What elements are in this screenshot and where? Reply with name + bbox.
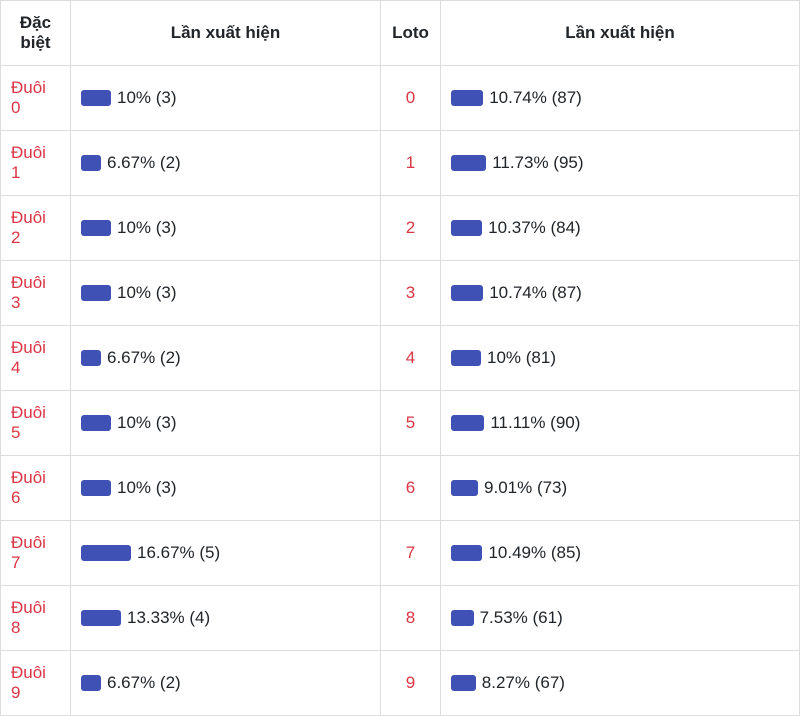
percent-count-1: 13.33% (4) [127, 608, 210, 628]
bar-icon [451, 480, 478, 496]
dac-biet-cell: Đuôi 5 [1, 391, 71, 456]
table-row: Đuôi 0 10% (3) 0 10.74% (87) [1, 66, 800, 131]
table-row: Đuôi 1 6.67% (2) 1 11.73% (95) [1, 131, 800, 196]
table-row: Đuôi 7 16.67% (5) 7 10.49% (85) [1, 521, 800, 586]
bar-icon [81, 350, 101, 366]
table-row: Đuôi 4 6.67% (2) 4 10% (81) [1, 326, 800, 391]
percent-count-1: 6.67% (2) [107, 153, 181, 173]
header-dac-biet: Đặc biệt [1, 1, 71, 66]
table-row: Đuôi 3 10% (3) 3 10.74% (87) [1, 261, 800, 326]
percent-count-2: 10% (81) [487, 348, 556, 368]
loto-cell: 9 [381, 651, 441, 716]
lan-xuat-hien-1-cell: 10% (3) [71, 456, 381, 521]
bar-icon [81, 285, 111, 301]
bar-icon [451, 90, 483, 106]
percent-count-1: 6.67% (2) [107, 673, 181, 693]
table-row: Đuôi 6 10% (3) 6 9.01% (73) [1, 456, 800, 521]
bar-icon [451, 610, 474, 626]
lan-xuat-hien-1-cell: 6.67% (2) [71, 326, 381, 391]
percent-count-1: 10% (3) [117, 478, 177, 498]
lan-xuat-hien-2-cell: 11.11% (90) [441, 391, 800, 456]
percent-count-2: 11.11% (90) [490, 413, 580, 433]
percent-count-2: 8.27% (67) [482, 673, 565, 693]
header-lan-xuat-hien-1: Lần xuất hiện [71, 1, 381, 66]
lan-xuat-hien-1-cell: 6.67% (2) [71, 651, 381, 716]
lan-xuat-hien-2-cell: 10.74% (87) [441, 261, 800, 326]
table-row: Đuôi 2 10% (3) 2 10.37% (84) [1, 196, 800, 261]
header-lan-xuat-hien-2: Lần xuất hiện [441, 1, 800, 66]
lan-xuat-hien-2-cell: 10.49% (85) [441, 521, 800, 586]
lan-xuat-hien-2-cell: 8.27% (67) [441, 651, 800, 716]
percent-count-1: 16.67% (5) [137, 543, 220, 563]
bar-icon [81, 155, 101, 171]
loto-cell: 6 [381, 456, 441, 521]
lan-xuat-hien-1-cell: 10% (3) [71, 66, 381, 131]
percent-count-2: 7.53% (61) [480, 608, 563, 628]
lan-xuat-hien-2-cell: 10.74% (87) [441, 66, 800, 131]
bar-icon [451, 675, 476, 691]
table-row: Đuôi 8 13.33% (4) 8 7.53% (61) [1, 586, 800, 651]
bar-icon [81, 220, 111, 236]
percent-count-1: 10% (3) [117, 88, 177, 108]
loto-cell: 0 [381, 66, 441, 131]
percent-count-2: 11.73% (95) [492, 153, 583, 173]
loto-cell: 4 [381, 326, 441, 391]
bar-icon [81, 545, 131, 561]
bar-icon [81, 610, 121, 626]
loto-cell: 2 [381, 196, 441, 261]
loto-cell: 8 [381, 586, 441, 651]
loto-cell: 3 [381, 261, 441, 326]
lan-xuat-hien-1-cell: 10% (3) [71, 196, 381, 261]
percent-count-2: 9.01% (73) [484, 478, 567, 498]
dac-biet-cell: Đuôi 9 [1, 651, 71, 716]
bar-icon [451, 220, 482, 236]
dac-biet-cell: Đuôi 0 [1, 66, 71, 131]
table-row: Đuôi 5 10% (3) 5 11.11% (90) [1, 391, 800, 456]
header-loto: Loto [381, 1, 441, 66]
loto-cell: 1 [381, 131, 441, 196]
bar-icon [451, 415, 484, 431]
percent-count-2: 10.74% (87) [489, 283, 582, 303]
table-row: Đuôi 9 6.67% (2) 9 8.27% (67) [1, 651, 800, 716]
percent-count-1: 6.67% (2) [107, 348, 181, 368]
dac-biet-cell: Đuôi 3 [1, 261, 71, 326]
percent-count-2: 10.74% (87) [489, 88, 582, 108]
percent-count-1: 10% (3) [117, 283, 177, 303]
loto-cell: 7 [381, 521, 441, 586]
bar-icon [451, 155, 486, 171]
bar-icon [81, 415, 111, 431]
bar-icon [451, 285, 483, 301]
lan-xuat-hien-2-cell: 9.01% (73) [441, 456, 800, 521]
lan-xuat-hien-2-cell: 11.73% (95) [441, 131, 800, 196]
lan-xuat-hien-2-cell: 10.37% (84) [441, 196, 800, 261]
table-body: Đuôi 0 10% (3) 0 10.74% (87) Đuôi 1 6.67% (2)… [1, 66, 800, 716]
lan-xuat-hien-1-cell: 6.67% (2) [71, 131, 381, 196]
loto-cell: 5 [381, 391, 441, 456]
lottery-stats-table: Đặc biệt Lần xuất hiện Loto Lần xuất hiệ… [0, 0, 800, 716]
bar-icon [81, 675, 101, 691]
dac-biet-cell: Đuôi 4 [1, 326, 71, 391]
percent-count-2: 10.49% (85) [488, 543, 581, 563]
dac-biet-cell: Đuôi 7 [1, 521, 71, 586]
percent-count-1: 10% (3) [117, 218, 177, 238]
lan-xuat-hien-1-cell: 16.67% (5) [71, 521, 381, 586]
dac-biet-cell: Đuôi 1 [1, 131, 71, 196]
bar-icon [81, 480, 111, 496]
percent-count-2: 10.37% (84) [488, 218, 581, 238]
dac-biet-cell: Đuôi 2 [1, 196, 71, 261]
dac-biet-cell: Đuôi 8 [1, 586, 71, 651]
bar-icon [451, 545, 482, 561]
lan-xuat-hien-1-cell: 13.33% (4) [71, 586, 381, 651]
lan-xuat-hien-2-cell: 10% (81) [441, 326, 800, 391]
percent-count-1: 10% (3) [117, 413, 177, 433]
bar-icon [451, 350, 481, 366]
header-row: Đặc biệt Lần xuất hiện Loto Lần xuất hiệ… [1, 1, 800, 66]
dac-biet-cell: Đuôi 6 [1, 456, 71, 521]
lan-xuat-hien-2-cell: 7.53% (61) [441, 586, 800, 651]
lan-xuat-hien-1-cell: 10% (3) [71, 261, 381, 326]
bar-icon [81, 90, 111, 106]
lan-xuat-hien-1-cell: 10% (3) [71, 391, 381, 456]
